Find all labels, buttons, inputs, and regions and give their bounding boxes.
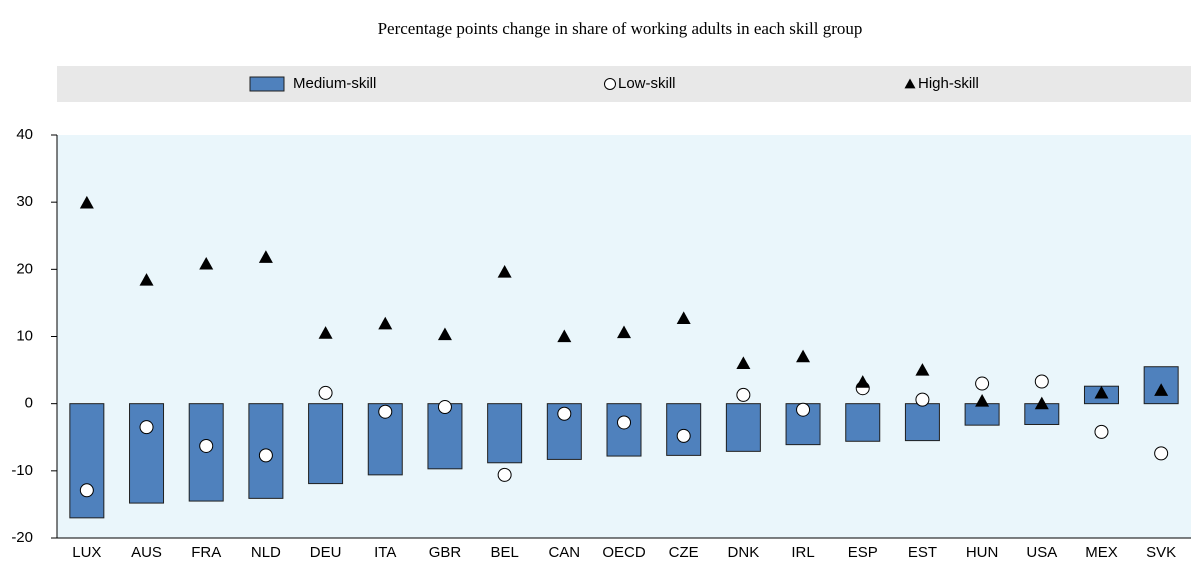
x-tick-label: USA <box>1026 544 1057 561</box>
bar <box>964 403 1000 426</box>
chart-title: Percentage points change in share of wor… <box>378 19 863 38</box>
low-skill-point <box>736 387 751 402</box>
low-skill-point <box>139 420 154 435</box>
low-skill-point <box>915 392 930 407</box>
high-skill-point <box>855 375 870 388</box>
legend-swatch <box>604 78 616 90</box>
legend-background <box>57 66 1191 102</box>
high-skill-point <box>1094 385 1109 399</box>
x-tick-label: HUN <box>966 544 999 561</box>
high-skill-point <box>617 325 631 339</box>
y-tick-label: 40 <box>16 126 33 143</box>
high-skill-point <box>975 393 990 407</box>
x-tick-label: CAN <box>548 544 580 561</box>
high-skill-point <box>199 256 214 270</box>
high-skill-point <box>79 195 94 209</box>
x-tick-label: GBR <box>429 544 462 561</box>
y-tick-label: 20 <box>16 260 33 277</box>
low-skill-point <box>975 376 990 391</box>
x-tick-label: EST <box>908 544 937 561</box>
high-skill-point <box>318 326 333 339</box>
y-tick-label: 10 <box>16 327 33 344</box>
x-tick-label: ESP <box>848 544 878 561</box>
y-tick-label: -10 <box>11 462 33 479</box>
legend-swatch <box>904 78 916 89</box>
x-tick-label: MEX <box>1085 544 1118 561</box>
x-tick-label: SVK <box>1146 544 1176 561</box>
bar <box>129 403 165 504</box>
low-skill-point <box>378 404 393 419</box>
high-skill-point <box>258 250 273 263</box>
x-tick-label: AUS <box>131 544 162 561</box>
high-skill-point <box>796 349 811 363</box>
low-skill-point <box>199 438 214 453</box>
low-skill-point <box>796 402 811 417</box>
x-tick-label: DNK <box>728 544 760 561</box>
low-skill-point <box>258 448 273 463</box>
high-skill-point <box>557 329 572 343</box>
x-tick-label: DEU <box>310 544 342 561</box>
legend-label: Low-skill <box>618 75 676 92</box>
high-skill-point <box>437 327 452 341</box>
low-skill-point <box>497 467 512 482</box>
high-skill-point <box>1034 396 1049 410</box>
bar <box>904 403 940 442</box>
high-skill-point <box>1154 383 1169 396</box>
low-skill-point <box>557 406 572 421</box>
bar <box>487 403 523 464</box>
low-skill-point <box>617 415 631 430</box>
bar <box>427 403 463 470</box>
y-tick-label: 30 <box>16 193 33 210</box>
y-tick-label: 0 <box>25 395 33 412</box>
legend-swatch <box>249 76 285 92</box>
bar <box>308 403 344 485</box>
x-tick-label: OECD <box>602 544 646 561</box>
low-skill-point <box>676 428 691 443</box>
low-skill-point <box>1034 374 1049 389</box>
bar <box>725 403 761 452</box>
bar <box>69 403 105 519</box>
x-tick-label: BEL <box>490 544 518 561</box>
high-skill-point <box>378 316 393 330</box>
x-tick-label: NLD <box>251 544 281 561</box>
x-tick-label: CZE <box>669 544 699 561</box>
low-skill-point <box>318 385 333 400</box>
high-skill-point <box>139 273 154 286</box>
x-tick-label: ITA <box>374 544 396 561</box>
bar <box>606 403 642 457</box>
legend-label: High-skill <box>918 75 979 92</box>
high-skill-point <box>915 363 930 376</box>
high-skill-point <box>676 311 691 324</box>
y-tick-label: -20 <box>11 529 33 546</box>
x-tick-label: IRL <box>791 544 814 561</box>
high-skill-point <box>736 356 751 369</box>
legend-label: Medium-skill <box>293 75 376 92</box>
x-tick-label: FRA <box>191 544 221 561</box>
low-skill-point <box>1094 424 1109 439</box>
bar <box>845 403 881 442</box>
low-skill-point <box>79 483 94 498</box>
low-skill-point <box>1154 446 1169 461</box>
low-skill-point <box>437 400 452 415</box>
x-tick-label: LUX <box>72 544 101 561</box>
high-skill-point <box>497 265 512 278</box>
